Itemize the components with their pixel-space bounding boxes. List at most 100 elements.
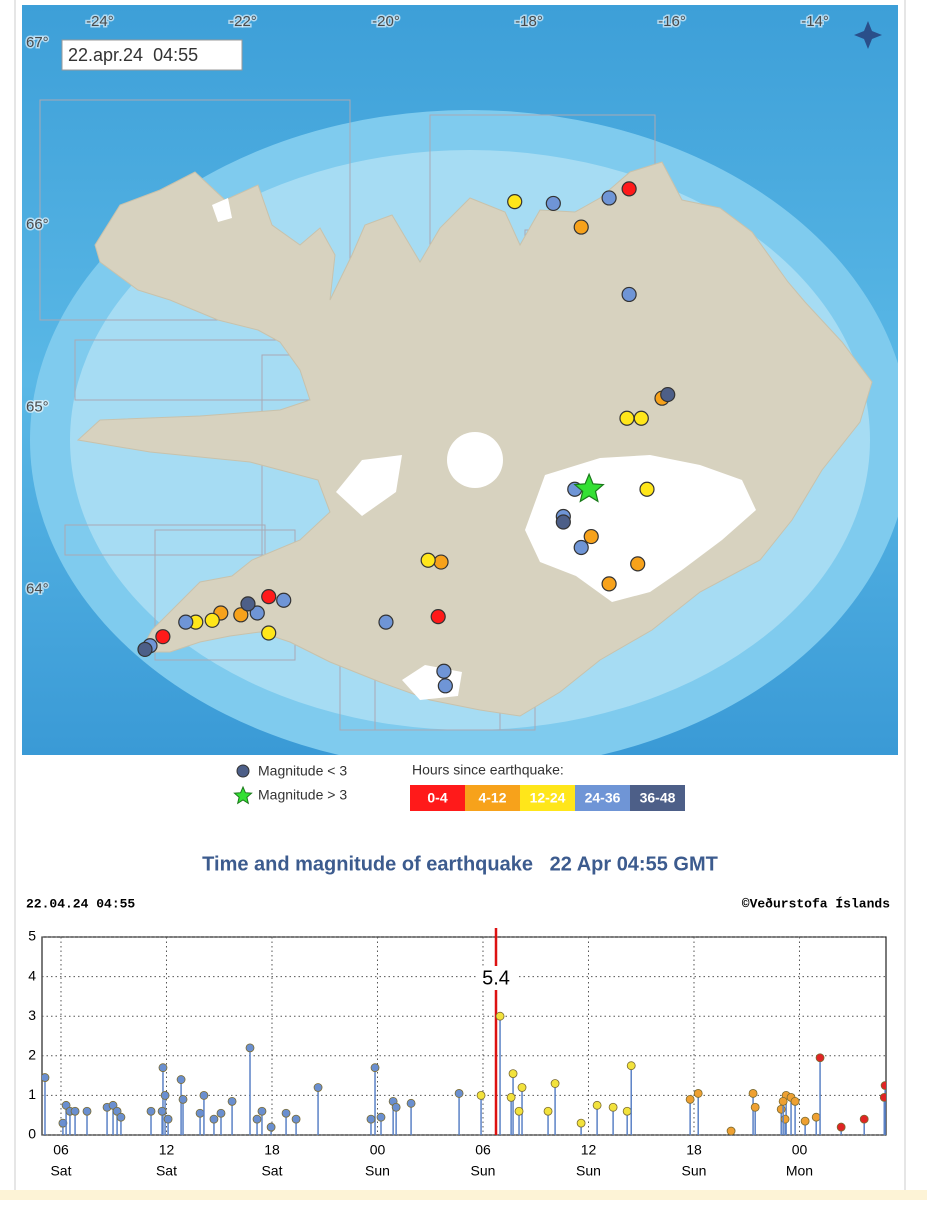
map-timestamp: 22.apr.24 04:55 bbox=[68, 45, 198, 65]
x-tick-label: 00 bbox=[792, 1142, 808, 1158]
hours-label: 12-24 bbox=[530, 790, 566, 806]
stem-head bbox=[748, 1089, 758, 1098]
stem-point bbox=[216, 1108, 226, 1135]
stem-point bbox=[116, 1112, 126, 1135]
hours-swatch bbox=[630, 785, 685, 811]
stem-head bbox=[506, 1092, 516, 1102]
stem-point bbox=[592, 1100, 602, 1135]
stem-head bbox=[508, 1069, 518, 1079]
x-tick-label: 06 bbox=[53, 1142, 69, 1158]
chart-title: Time and magnitude of earthquake 22 Apr … bbox=[202, 853, 718, 875]
quake-dot bbox=[639, 481, 655, 497]
stem-point bbox=[514, 1106, 524, 1135]
stem-point bbox=[859, 1114, 869, 1135]
stem-head bbox=[543, 1106, 553, 1116]
stem-point bbox=[750, 1102, 760, 1135]
stem-point bbox=[199, 1091, 209, 1135]
stem-head bbox=[366, 1114, 376, 1124]
stem-head bbox=[281, 1108, 291, 1118]
stem-head bbox=[454, 1089, 464, 1098]
quake-dot bbox=[621, 181, 637, 197]
x-tick-label: 18 bbox=[686, 1142, 702, 1158]
hours-swatch bbox=[520, 785, 575, 811]
quake-dot bbox=[240, 596, 256, 612]
lon-label: -18° bbox=[515, 13, 543, 30]
quake-dot bbox=[249, 605, 265, 621]
stem-point bbox=[879, 1092, 886, 1135]
stem-head bbox=[291, 1114, 301, 1124]
stem-head bbox=[195, 1108, 205, 1118]
stem-head bbox=[227, 1096, 237, 1106]
stem-point bbox=[163, 1114, 173, 1135]
quake-dot bbox=[261, 625, 277, 641]
lat-label: 66° bbox=[26, 216, 49, 233]
stem-head bbox=[811, 1112, 821, 1122]
stem-head bbox=[626, 1061, 636, 1071]
stem-head bbox=[880, 1081, 886, 1090]
x-tick-day: Sun bbox=[471, 1163, 496, 1179]
stem-point bbox=[608, 1102, 618, 1135]
stem-point bbox=[495, 1011, 505, 1135]
stem-point bbox=[508, 1069, 518, 1135]
stem-head bbox=[495, 1011, 505, 1021]
plot-frame bbox=[41, 936, 887, 1136]
x-tick-label: 12 bbox=[159, 1142, 175, 1158]
x-tick-label: 06 bbox=[475, 1142, 491, 1158]
x-tick-day: Mon bbox=[786, 1163, 813, 1179]
stem-head bbox=[376, 1112, 386, 1122]
plot-area bbox=[42, 928, 886, 1135]
stem-head bbox=[199, 1091, 209, 1100]
stem-point bbox=[266, 1122, 276, 1135]
hours-swatch bbox=[410, 785, 465, 811]
stem-point bbox=[245, 1043, 255, 1135]
legend-small-label: Magnitude < 3 bbox=[258, 763, 347, 779]
stem-point bbox=[543, 1106, 553, 1135]
stem-head bbox=[790, 1096, 800, 1106]
stem-head bbox=[216, 1108, 226, 1118]
stem-head bbox=[726, 1126, 736, 1135]
stem-point bbox=[626, 1061, 636, 1135]
zoom-icon[interactable] bbox=[854, 21, 882, 49]
stem-point bbox=[178, 1094, 188, 1135]
stem-head bbox=[815, 1053, 825, 1063]
quake-dot bbox=[378, 614, 394, 630]
stem-point bbox=[158, 1063, 168, 1135]
stem-point bbox=[257, 1106, 267, 1135]
y-tick-label: 5 bbox=[28, 928, 36, 944]
stem-head bbox=[176, 1075, 186, 1084]
quake-dot bbox=[545, 195, 561, 212]
stem-point bbox=[209, 1114, 219, 1135]
stem-point bbox=[800, 1116, 810, 1135]
lon-label: -22° bbox=[229, 13, 257, 30]
stem-head bbox=[750, 1102, 760, 1112]
stem-point bbox=[576, 1118, 586, 1135]
stem-point bbox=[281, 1108, 291, 1135]
chart-credit: ©Veðurstofa Íslands bbox=[742, 896, 890, 911]
stem-point bbox=[406, 1098, 416, 1135]
quake-dot bbox=[630, 556, 646, 572]
stem-point bbox=[748, 1089, 758, 1135]
quake-dot bbox=[430, 609, 446, 625]
stem-head bbox=[158, 1063, 168, 1073]
quake-dot bbox=[507, 194, 523, 210]
stem-point bbox=[836, 1122, 846, 1135]
stem-head bbox=[146, 1106, 156, 1116]
x-tick-day: Sun bbox=[576, 1163, 601, 1179]
legend-hours-title: Hours since earthquake: bbox=[412, 762, 564, 778]
chart-timestamp: 22.04.24 04:55 bbox=[26, 896, 135, 911]
quake-dot bbox=[601, 190, 617, 206]
footer-strip bbox=[0, 1190, 927, 1200]
stem-head bbox=[370, 1063, 380, 1073]
main-quake-label: 5.4 bbox=[482, 967, 510, 989]
stem-head bbox=[879, 1092, 886, 1102]
stem-head bbox=[252, 1114, 262, 1124]
stem-head bbox=[592, 1100, 602, 1110]
stem-point bbox=[454, 1089, 464, 1135]
stem-head bbox=[476, 1091, 486, 1100]
stem-head bbox=[209, 1114, 219, 1124]
y-tick-label: 4 bbox=[28, 967, 36, 983]
lon-label: -24° bbox=[86, 13, 114, 30]
y-tick-label: 2 bbox=[28, 1047, 36, 1063]
